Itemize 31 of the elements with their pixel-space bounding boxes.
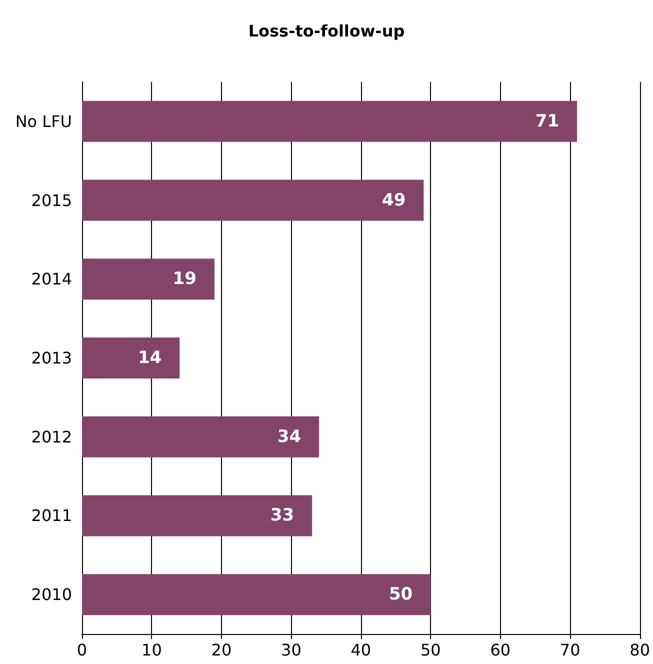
bar: [82, 574, 431, 616]
bar: [82, 337, 180, 379]
y-tick-label: 2014: [31, 270, 72, 289]
data-label: 34: [277, 426, 302, 447]
y-tick-label: 2010: [31, 585, 72, 604]
y-tick-label: 2012: [31, 427, 72, 446]
data-label: 19: [172, 269, 196, 290]
x-tick-label: 10: [142, 640, 162, 660]
x-tick-label: 80: [630, 640, 650, 660]
data-label: 49: [382, 190, 406, 210]
x-tick-label: 50: [420, 640, 441, 660]
data-label: 50: [388, 584, 413, 605]
x-tick-label: 30: [281, 640, 302, 660]
y-tick-label: 2011: [31, 506, 72, 526]
bar: [82, 100, 578, 142]
x-tick-label: 0: [76, 640, 88, 660]
x-tick-label: 70: [560, 640, 580, 660]
data-label: 14: [138, 348, 162, 368]
bar: [82, 180, 424, 221]
bar: [82, 416, 320, 458]
y-tick-label: 2015: [31, 190, 72, 210]
x-tick-label: 40: [350, 640, 372, 660]
y-tick-label: 2013: [31, 348, 72, 368]
bar: [82, 258, 214, 300]
chart-title: Loss-to-follow-up: [248, 22, 405, 40]
x-tick-label: 20: [211, 640, 232, 660]
data-label: 71: [535, 111, 560, 132]
bar: [82, 495, 312, 536]
y-tick-label: No LFU: [15, 112, 72, 131]
data-label: 33: [270, 506, 294, 526]
x-tick-label: 60: [490, 640, 511, 660]
